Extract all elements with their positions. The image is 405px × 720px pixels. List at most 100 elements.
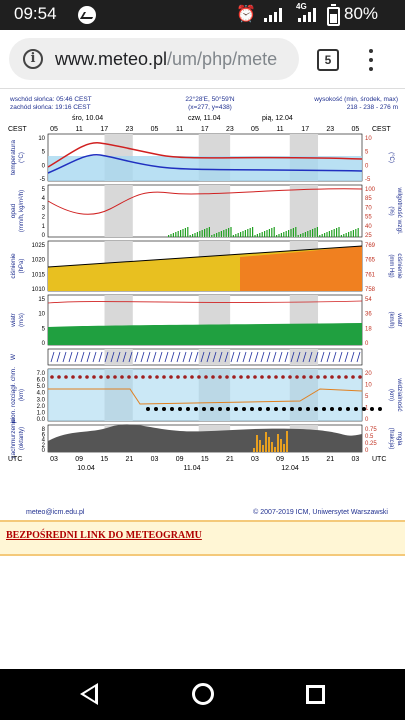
right-tick: 18 xyxy=(365,326,372,332)
bottom-hour-label: 15 xyxy=(100,456,108,463)
panel-left-label: W xyxy=(10,353,17,360)
precip-bar xyxy=(240,232,242,237)
precip-bar xyxy=(213,234,215,237)
wind-dir-arrow xyxy=(98,351,103,363)
cloud-top-dot xyxy=(211,375,215,379)
precip-bar xyxy=(302,233,304,237)
wind-dir-arrow xyxy=(62,351,67,363)
cloud-base-dot xyxy=(370,407,374,411)
panel-right-label: wilgotność wzgl. xyxy=(396,187,403,235)
cloud-top-dot xyxy=(246,375,250,379)
cloud-top-dot xyxy=(295,375,299,379)
cloud-top-dot xyxy=(344,375,348,379)
contact-email[interactable]: meteo@icm.edu.pl xyxy=(26,509,85,516)
wind-dir-arrow xyxy=(74,351,79,363)
cloud-base-dot xyxy=(202,407,206,411)
left-tick: 4 xyxy=(42,438,46,444)
precip-bar xyxy=(196,232,198,237)
top-hour-label: 11 xyxy=(276,126,283,133)
precip-bar xyxy=(189,235,191,237)
panel-left-unit: (oktanty) xyxy=(19,427,25,450)
address-bar[interactable]: www.meteo.pl/um/php/mete xyxy=(9,38,299,80)
recent-apps-icon[interactable] xyxy=(306,685,325,704)
wind-dir-arrow xyxy=(134,351,139,363)
cloud-base-dot xyxy=(186,407,190,411)
url-text[interactable]: www.meteo.pl/um/php/mete xyxy=(55,49,278,69)
cloud-base-dot xyxy=(338,407,342,411)
precip-bar xyxy=(280,233,282,237)
precip-bar xyxy=(194,233,196,237)
top-hour-label: 23 xyxy=(125,126,133,133)
cloud-top-dot xyxy=(134,375,138,379)
cloud-base-dot xyxy=(314,407,318,411)
panel-left-label: ciśnienie xyxy=(10,253,17,279)
precip-bar xyxy=(271,228,273,237)
cloud-base-dot xyxy=(226,407,230,411)
cloud-base-dot xyxy=(250,407,254,411)
direct-link-box: BEZPOŚREDNI LINK DO METEOGRAMU xyxy=(0,520,405,556)
precip-bar xyxy=(168,235,170,237)
left-tick: 5 xyxy=(42,150,46,156)
bottom-hour-label: 21 xyxy=(326,456,334,463)
cloud-top-dot xyxy=(288,375,292,379)
precip-bar xyxy=(292,228,294,237)
fog-bar xyxy=(256,435,258,452)
precip-bar xyxy=(177,231,179,237)
left-tick: 3.0 xyxy=(37,397,46,403)
cloud-top-dot xyxy=(71,375,75,379)
battery-icon xyxy=(327,4,340,26)
left-tick: 0 xyxy=(42,341,46,347)
precip-bar xyxy=(192,234,194,237)
precip-bar xyxy=(357,228,359,237)
cloud-top-dot xyxy=(176,375,180,379)
direct-link[interactable]: BEZPOŚREDNI LINK DO METEOGRAMU xyxy=(6,530,202,541)
info-icon[interactable] xyxy=(23,49,43,69)
cloud-base-dot xyxy=(178,407,182,411)
wind-dir-arrow xyxy=(128,351,133,363)
day3-label: pią, 12.04 xyxy=(262,115,293,122)
wind-dir-arrow xyxy=(284,351,289,363)
bottom-date-label: 10.04 xyxy=(77,465,95,472)
sunrise-text: wschód słońca: 05:46 CEST xyxy=(9,96,92,103)
left-tick: 15 xyxy=(38,297,45,303)
cloud-top-dot xyxy=(92,375,96,379)
right-tick: 40 xyxy=(365,224,372,230)
tab-switcher-button[interactable]: 5 xyxy=(317,49,339,71)
precip-bar xyxy=(343,234,345,237)
precip-bar xyxy=(319,235,321,237)
wind-dir-arrow xyxy=(338,351,343,363)
precip-bar xyxy=(199,231,201,237)
pressure-high-area xyxy=(240,246,362,291)
panel-left-unit: (hPa) xyxy=(19,259,25,274)
panel-left-label: wiatr xyxy=(10,312,17,328)
fog-bar xyxy=(277,434,279,452)
cloud-top-dot xyxy=(323,375,327,379)
precip-bar xyxy=(208,227,210,237)
bottom-date-label: 11.04 xyxy=(184,465,201,472)
left-tick: 1010 xyxy=(32,287,46,293)
left-tick: 2 xyxy=(42,215,46,221)
wind-dir-arrow xyxy=(212,351,217,363)
navigation-bar xyxy=(0,669,405,720)
night-band xyxy=(289,349,319,365)
precip-bar xyxy=(333,229,335,237)
cloud-base-dot xyxy=(282,407,286,411)
left-tick: 7.0 xyxy=(37,371,46,377)
back-icon[interactable] xyxy=(80,683,98,705)
cloud-top-dot xyxy=(169,375,173,379)
more-menu-icon[interactable] xyxy=(369,49,373,71)
left-tick: 4 xyxy=(42,196,46,202)
wind-dir-arrow xyxy=(164,351,169,363)
top-hour-label: 11 xyxy=(176,126,183,133)
cloud-top-dot xyxy=(351,375,355,379)
right-tick: 70 xyxy=(365,205,372,211)
home-icon[interactable] xyxy=(192,683,214,705)
top-hour-label: 17 xyxy=(201,126,209,133)
precip-bar xyxy=(288,230,290,237)
left-tick: 0.0 xyxy=(37,417,46,423)
panel-right-unit: (km) xyxy=(388,389,394,401)
precip-bar xyxy=(312,229,314,237)
copyright-text: © 2007-2019 ICM, Uniwersytet Warszawski xyxy=(253,508,388,516)
wind-dir-arrow xyxy=(194,351,199,363)
panel-right-label: ciśnienie xyxy=(396,253,403,279)
